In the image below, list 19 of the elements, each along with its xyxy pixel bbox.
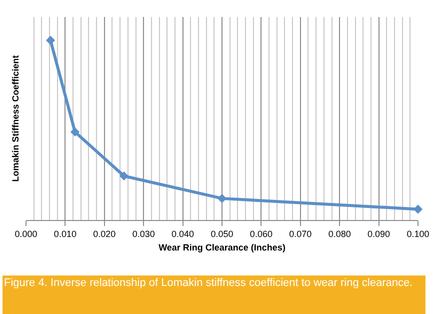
- x-tick-label: 0.100: [406, 228, 430, 239]
- x-tick-label: 0.080: [328, 228, 351, 239]
- x-tick-label: 0.030: [132, 228, 155, 239]
- x-tick-label: 0.060: [250, 228, 272, 239]
- x-tick-label: 0.090: [368, 228, 390, 239]
- x-tick-label: 0.070: [289, 228, 312, 239]
- x-axis-title: Wear Ring Clearance (Inches): [158, 242, 286, 253]
- point: [217, 194, 227, 203]
- caption: Figure 4. Inverse relationship of Lomakin stiffness coefficient to wear ring clearance.: [4, 277, 413, 289]
- point: [70, 127, 80, 137]
- x-tick-label: 0.000: [14, 228, 38, 239]
- x-tick-label: 0.020: [93, 228, 116, 239]
- y-axis-title: Lomakin Stiffness Coefficient: [10, 55, 20, 182]
- point: [413, 204, 423, 214]
- x-tick-label: 0.010: [54, 228, 76, 239]
- point: [46, 36, 56, 45]
- x-tick-label: 0.040: [172, 228, 194, 239]
- point: [119, 171, 129, 181]
- x-tick-label: 0.050: [210, 228, 234, 239]
